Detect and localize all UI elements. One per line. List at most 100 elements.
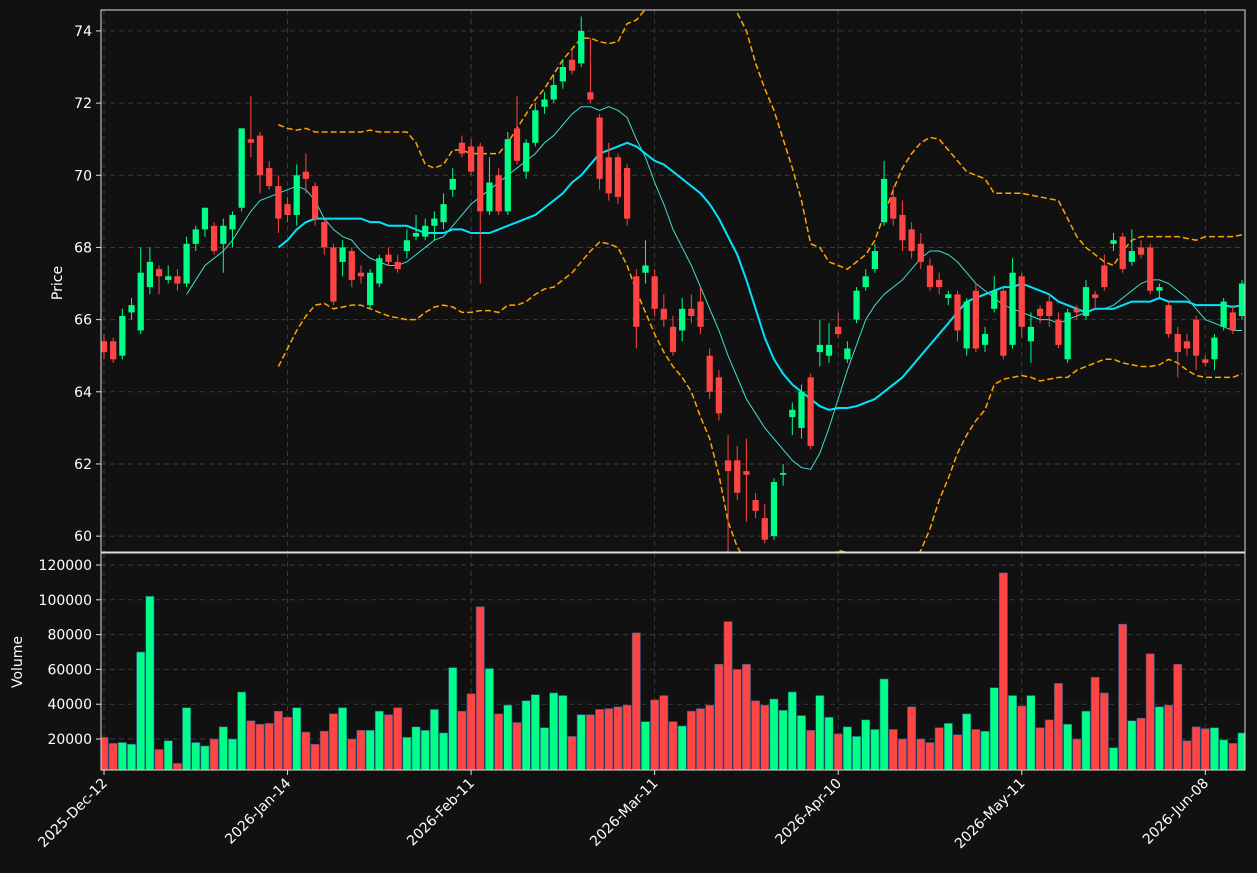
volume-bar [934,727,944,770]
candle-body [605,157,612,194]
candle-body [311,186,319,219]
candle-body [770,481,778,537]
volume-bar [870,729,880,770]
volume-bar [705,704,715,770]
volume-bar [1063,723,1073,770]
candle-body [1202,359,1209,363]
volume-bar [787,691,797,770]
volume-bar [833,733,843,770]
candle-body [266,168,273,187]
candle-body [568,59,576,71]
candle-body [926,265,934,288]
volume-bar [631,632,641,770]
volume-bar [1081,710,1091,770]
volume-bar [154,749,164,770]
candle-body [825,344,833,356]
candle-body [504,139,511,212]
volume-bar [457,710,467,770]
candle-body [743,471,750,475]
candle-body [1156,287,1163,291]
volume-bar [696,708,705,770]
volume-bar [329,713,338,770]
volume-bar [365,730,375,770]
x-tick-label: 2025-Dec-12 [35,776,110,851]
volume-bar [852,736,861,770]
volume-bar [585,714,595,770]
candle-body [357,272,365,277]
volume-bar [888,729,898,770]
volume-bar [1090,676,1100,770]
volume-bar [1228,743,1238,770]
volume-bar [1008,695,1017,770]
volume-bar [255,723,265,770]
x-tick-label: 2026-Apr-10 [772,776,845,849]
volume-bar [393,707,403,770]
volume-bar [1173,663,1183,770]
candle-body [917,243,924,262]
candle-body [798,391,805,428]
candle-body [541,99,548,107]
candle-body [972,290,979,349]
candle-body [1000,290,1007,356]
candle-body [853,290,860,320]
volume-bar [916,738,926,770]
volume-bar [778,710,788,770]
volume-tick-label: 60000 [47,662,92,678]
volume-bar [145,596,155,770]
price-panel [101,10,1245,552]
volume-bar [283,716,292,770]
volume-bar [641,721,650,770]
candle-body [412,233,420,237]
candle-body [477,146,484,212]
candle-body [1229,312,1236,331]
candle-body [137,272,144,331]
volume-bar [1099,692,1109,770]
volume-bar [246,720,256,770]
candle-body [715,377,723,414]
candle-body [486,182,493,212]
volume-bar [540,727,549,770]
volume-bar [668,721,678,770]
candle-body [1036,308,1044,317]
volume-bar [925,742,935,770]
candle-body [348,251,355,280]
candle-body [623,168,631,219]
candle-body [1082,287,1090,317]
volume-bar [448,667,458,770]
volume-bar [998,572,1008,770]
volume-bar [1154,706,1164,770]
candle-body [238,128,245,208]
candle-body [458,142,466,154]
volume-bar [347,738,357,770]
volume-bar [429,709,439,770]
volume-bar [521,700,531,770]
volume-bar [411,726,421,770]
volume-bar [1044,719,1054,770]
volume-bar [824,716,834,770]
volume-bar [659,695,669,770]
volume-bar [613,706,623,770]
volume-bar [356,730,366,770]
candle-body [660,308,667,320]
candle-body [642,265,649,273]
volume-bar [218,726,228,770]
candle-body [835,326,842,335]
volume-bar [264,723,274,770]
candle-body [669,326,677,353]
volume-bar [1191,726,1201,770]
volume-axis-label: Volume [10,636,26,688]
candle-body [816,344,823,353]
indicator-line [278,10,1243,270]
candle-body [559,67,566,82]
volume-bar [439,732,448,770]
candle-body [880,178,888,223]
volume-bar [485,668,494,770]
volume-bar [943,723,953,770]
y-tick-label: 64 [74,385,92,401]
candle-body [403,240,410,252]
volume-bar [163,740,173,770]
candle-body [229,214,236,230]
candle-body [165,276,172,280]
